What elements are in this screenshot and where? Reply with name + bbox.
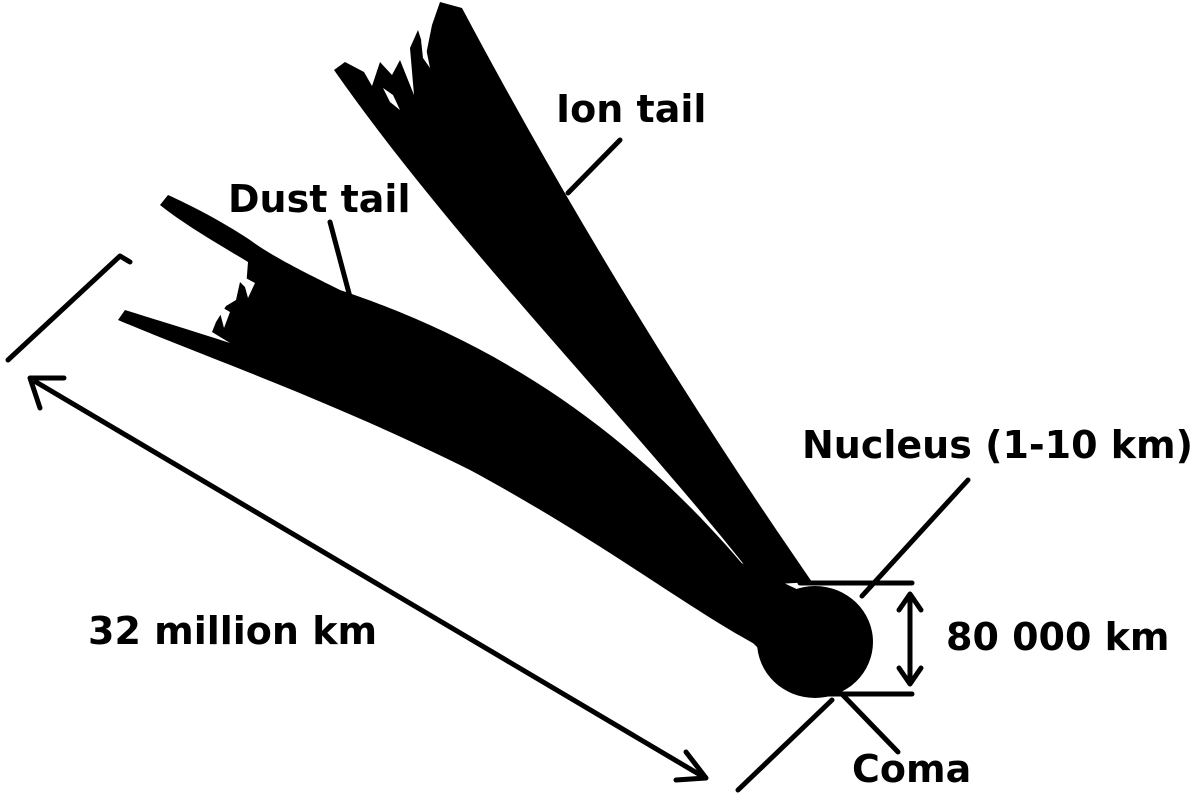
ion-tail-label: Ion tail (556, 87, 706, 131)
coma-size-bracket (797, 580, 924, 697)
ion-tail (334, 2, 812, 585)
dust-tail-label: Dust tail (228, 177, 410, 221)
dust-tail-leader (327, 219, 353, 300)
nucleus-leader (859, 477, 971, 599)
dust-tail (118, 195, 762, 648)
tail-frame-lines (5, 253, 835, 793)
tail-length-label: 32 million km (88, 609, 377, 653)
ion-tail-shape (334, 2, 812, 585)
ion-tail-leader (565, 137, 623, 196)
coma-size-label: 80 000 km (946, 615, 1170, 659)
coma-label: Coma (852, 747, 971, 791)
nucleus-label: Nucleus (1-10 km) (802, 423, 1192, 467)
comet-head (735, 560, 873, 698)
tail-length-arrow (27, 375, 709, 783)
coma-leader (835, 687, 901, 755)
dust-tail-shape (118, 195, 762, 648)
